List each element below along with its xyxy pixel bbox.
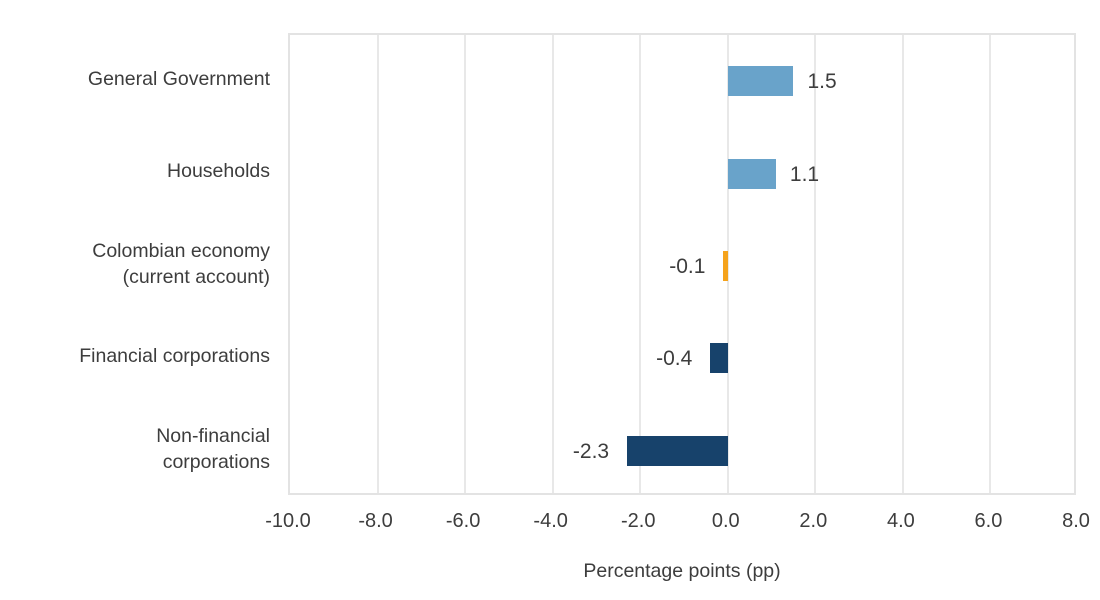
gridline — [989, 35, 992, 493]
x-tick-label: 2.0 — [799, 510, 828, 532]
x-tick-label: 6.0 — [974, 510, 1003, 532]
bar-value-label: 1.5 — [807, 70, 837, 94]
gridline — [551, 35, 554, 493]
x-tick-label: 8.0 — [1062, 510, 1090, 532]
category-label: Financial corporations — [79, 345, 270, 368]
category-label: Colombian economy (current account) — [92, 239, 270, 288]
bar-value-label: -0.4 — [656, 347, 693, 371]
bar-value-label: -2.3 — [572, 439, 610, 463]
x-tick-label: 0.0 — [711, 510, 740, 532]
bar-value-label: 1.1 — [789, 162, 820, 186]
gridline — [639, 35, 642, 493]
bar-general-government — [727, 66, 794, 97]
bar-colombian-economy — [723, 251, 728, 281]
x-tick-label: -4.0 — [533, 510, 568, 532]
gridline — [726, 35, 729, 493]
x-tick-label: -10.0 — [265, 510, 311, 532]
gridline — [901, 35, 904, 493]
x-tick-label: -6.0 — [445, 510, 481, 532]
gridline — [814, 35, 817, 493]
bar-non-financial — [627, 435, 728, 466]
x-axis-title: Percentage points (pp) — [583, 560, 781, 582]
category-label: Households — [167, 160, 270, 183]
category-label: Non-financial corporations — [156, 424, 270, 473]
category-label: General Government — [87, 68, 270, 91]
x-tick-label: -2.0 — [620, 510, 656, 532]
bar-financial-corporations — [710, 343, 728, 374]
gridline — [464, 35, 467, 493]
bar-households — [727, 158, 776, 189]
bar-value-label: -0.1 — [669, 255, 706, 278]
plot-area: 1.5 1.1 -0.1 -0.4 -2.3 — [288, 33, 1076, 495]
x-tick-label: 4.0 — [886, 510, 915, 532]
x-tick-label: -8.0 — [358, 510, 393, 532]
gridline — [376, 35, 379, 493]
